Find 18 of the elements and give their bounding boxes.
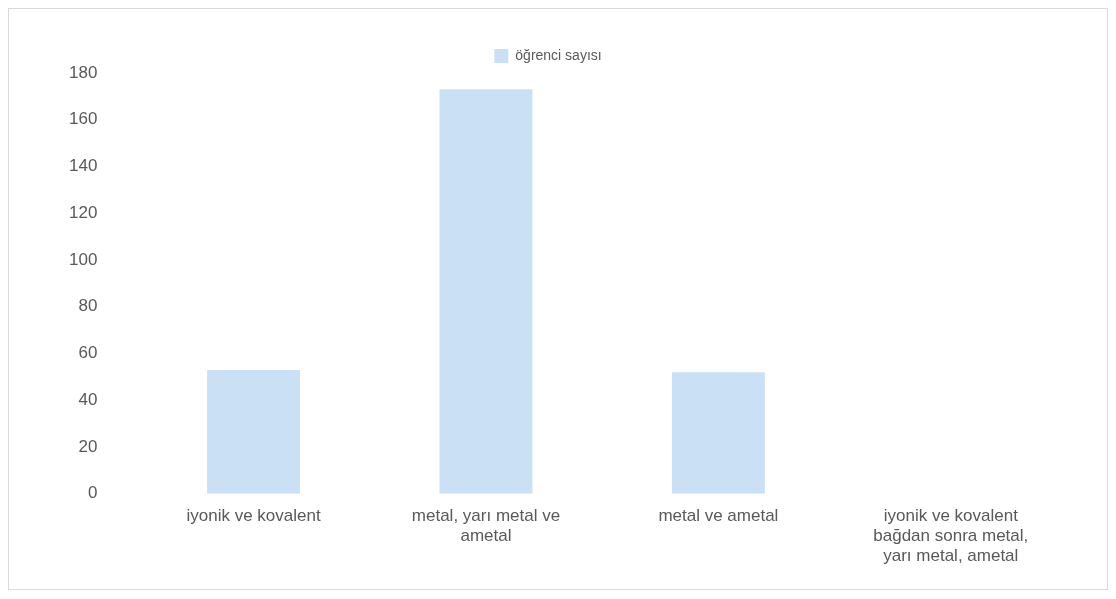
y-tick-label: 40: [78, 389, 98, 409]
y-tick-label: 180: [68, 62, 98, 82]
bar: [671, 372, 765, 494]
x-tick-label: metal ve ametal: [658, 505, 779, 525]
y-tick-label: 20: [78, 436, 98, 456]
y-tick-label: 80: [78, 296, 98, 316]
y-tick-label: 160: [68, 109, 98, 129]
x-tick-label: metal, yarı metal ve ametal: [411, 505, 561, 546]
y-tick-label: 120: [68, 202, 98, 222]
y-tick-label: 60: [78, 343, 98, 363]
bar: [439, 89, 533, 494]
y-tick-label: 100: [68, 249, 98, 269]
legend-label: öğrenci sayısı: [515, 46, 602, 63]
y-tick-label: 140: [68, 156, 98, 176]
y-tick-label: 0: [87, 483, 98, 503]
bar: [207, 369, 301, 494]
x-tick-label: iyonik ve kovalent bağdan sonra metal, yarı metal, ametal: [873, 505, 1029, 566]
x-tick-label: iyonik ve kovalent: [186, 505, 321, 525]
